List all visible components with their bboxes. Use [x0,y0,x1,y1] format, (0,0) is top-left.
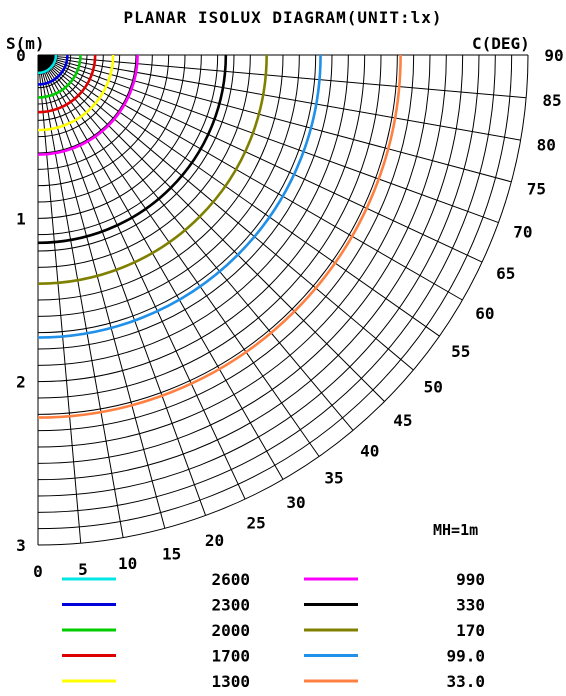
radial-tick-label: 2 [16,373,26,392]
angle-tick-label: 40 [360,441,379,460]
grid-arc-fine [37,54,51,68]
legend-label: 330 [456,596,485,615]
grid-spoke [37,54,284,480]
chart-title: PLANAR ISOLUX DIAGRAM(UNIT:lx) [124,8,443,27]
isolux-curve-1700 [37,54,97,114]
angle-tick-label: 50 [424,378,443,397]
isolux-curve-330 [37,54,228,245]
angle-tick-label: 35 [324,469,343,488]
legend-label: 2000 [211,621,250,640]
angle-tick-label: 65 [496,264,515,283]
grid-spoke [37,54,499,224]
grid-spoke [37,54,463,301]
angle-tick-label: 60 [475,304,494,323]
isolux-curve-1300 [37,54,115,132]
angle-tick-label: 30 [286,493,305,512]
angle-tick-label: 85 [542,91,561,110]
legend-label: 33.0 [446,672,485,691]
grid-spoke [37,54,207,516]
grid-arc-fine [37,54,44,61]
angle-tick-label: 0 [33,562,43,581]
isolux-curve-170 [37,54,268,285]
angle-tick-label: 10 [118,554,137,573]
grid-spoke [37,54,521,141]
isolux-curve-990 [37,54,139,156]
radial-axis-label: S(m) [6,34,45,53]
legend: 2600 2300 2000 1700 1300 990 330 170 99.0 33.0 [62,570,485,691]
polar-grid [37,54,529,546]
angle-tick-label: 90 [544,46,563,65]
grid-spoke [37,54,483,263]
isolux-curve-33-0 [37,54,402,419]
angle-tick-labels: 0 5 10 15 20 25 30 35 40 45 50 55 60 65 70 75 80 85 90 [33,46,563,581]
grid-spoke [37,54,246,500]
radial-tick-label: 1 [16,209,26,228]
grid-spoke [37,54,385,402]
grid-arc-fine [37,54,46,63]
grid-spoke [37,54,512,183]
angle-tick-label: 5 [78,560,88,579]
grid-spoke [37,54,166,529]
isolux-curve-2000 [37,54,82,99]
angle-tick-label: 45 [393,411,412,430]
legend-label: 99.0 [446,647,485,666]
legend-label: 1300 [211,672,250,691]
legend-label: 990 [456,570,485,589]
radial-tick-label: 3 [16,536,26,555]
isolux-curves [37,54,402,419]
radial-tick-label: 0 [16,46,26,65]
isolux-curve-99-0 [37,54,322,339]
grid-spoke [37,54,320,457]
grid-spoke [37,54,124,538]
isolux-curve-2600 [37,54,58,75]
angle-axis-label: C(DEG) [472,34,530,53]
grid-arc-fine [37,54,41,58]
grid-spoke [37,54,414,371]
grid-spoke [37,54,440,337]
grid-arc-fine [37,54,49,66]
isolux-curve-2300 [37,54,69,86]
angle-tick-label: 80 [537,136,556,155]
angle-tick-label: 20 [205,531,224,550]
angle-tick-label: 15 [162,544,181,563]
grid-spoke [37,54,354,431]
legend-label: 2600 [211,570,250,589]
grid-spoke [37,54,82,544]
legend-label: 170 [456,621,485,640]
legend-label: 2300 [211,596,250,615]
radial-tick-labels: 0 1 2 3 [16,46,26,555]
grid-arc [37,54,529,546]
angle-tick-label: 75 [527,180,546,199]
mounting-height-note: MH=1m [433,521,478,539]
angle-tick-label: 55 [451,342,470,361]
grid-spoke [37,54,527,99]
grid-arc-fine [37,54,54,71]
legend-label: 1700 [211,647,250,666]
angle-tick-label: 25 [246,514,265,533]
angle-tick-label: 70 [513,223,532,242]
